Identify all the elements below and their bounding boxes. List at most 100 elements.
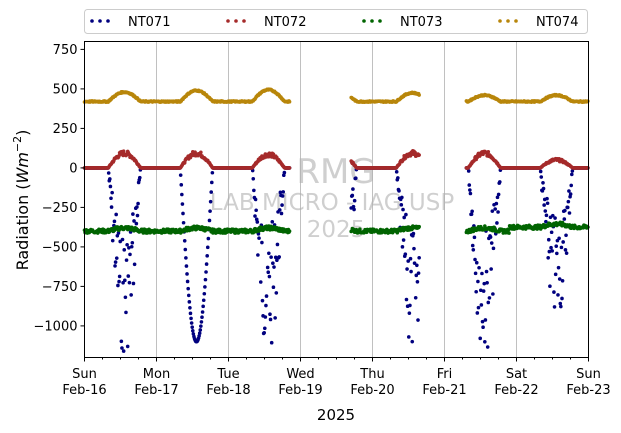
data-point: [472, 235, 477, 240]
data-point: [404, 297, 409, 302]
data-point: [273, 255, 278, 260]
data-point: [260, 298, 265, 303]
data-point: [484, 269, 489, 274]
data-point: [110, 238, 115, 243]
data-point: [117, 274, 122, 279]
data-point: [200, 315, 204, 319]
data-point: [116, 283, 120, 288]
data-point: [550, 213, 555, 218]
data-point: [496, 192, 501, 197]
data-point: [131, 212, 135, 216]
data-point: [203, 277, 208, 282]
data-point: [253, 197, 258, 202]
data-point: [495, 195, 500, 200]
y-axis: 750 500 250 0 −250 −500 −750 −1000: [34, 43, 85, 334]
data-point: [563, 208, 567, 213]
data-point: [411, 231, 416, 236]
data-point: [189, 321, 194, 325]
data-point: [272, 265, 276, 269]
data-point: [268, 312, 272, 317]
data-point: [178, 173, 183, 177]
data-point: [486, 300, 491, 305]
data-point: [198, 328, 203, 332]
data-point: [475, 311, 480, 315]
data-point: [498, 180, 502, 184]
data-point: [410, 339, 415, 344]
data-point: [399, 203, 404, 207]
legend-marker: [98, 19, 102, 23]
data-point: [120, 346, 124, 350]
data-point: [406, 259, 411, 263]
data-point: [180, 202, 185, 206]
data-point: [468, 191, 473, 196]
data-point: [185, 272, 189, 276]
data-point: [186, 286, 190, 291]
data-point: [123, 295, 128, 300]
data-point: [271, 285, 276, 290]
legend: NT071 NT072 NT073 NT074: [84, 9, 588, 34]
data-point: [131, 281, 136, 286]
data-point: [277, 255, 281, 259]
y-tick-label: −500: [42, 240, 78, 255]
y-axis-label-close: ): [13, 130, 32, 136]
data-point: [269, 255, 273, 259]
data-point: [479, 303, 484, 307]
data-point: [256, 232, 261, 236]
data-point: [134, 221, 139, 226]
data-point: [197, 331, 202, 335]
data-point: [188, 311, 193, 316]
data-point: [266, 270, 271, 275]
data-point: [188, 305, 192, 310]
legend-marker: [498, 19, 502, 23]
legend-marker: [90, 19, 94, 23]
data-point: [189, 316, 193, 321]
data-point: [129, 293, 133, 297]
x-tick-label-day: Wed: [286, 367, 314, 382]
data-point: [553, 216, 557, 220]
data-point: [287, 99, 292, 104]
y-tick-label: 250: [53, 122, 78, 137]
data-point: [560, 278, 565, 283]
data-point: [474, 289, 478, 294]
data-point: [204, 270, 208, 274]
data-point: [190, 325, 195, 329]
data-point: [413, 295, 418, 300]
y-axis-label-unit: Wm: [13, 152, 32, 183]
data-point: [130, 240, 135, 245]
data-point: [493, 207, 497, 211]
data-point: [482, 281, 487, 286]
data-point: [559, 304, 563, 309]
data-point: [352, 198, 357, 203]
x-tick-label-day: Tue: [216, 367, 239, 382]
data-point: [106, 171, 111, 175]
data-point: [273, 316, 277, 320]
data-point: [558, 301, 563, 306]
data-point: [477, 265, 481, 270]
data-point: [489, 241, 494, 245]
data-point: [280, 203, 284, 207]
data-point: [110, 190, 114, 195]
data-point: [557, 277, 562, 281]
data-point: [541, 186, 546, 191]
data-point: [124, 310, 128, 315]
data-point: [560, 296, 564, 301]
data-point: [559, 245, 564, 250]
data-point: [412, 246, 416, 251]
data-point: [483, 318, 488, 322]
data-point: [180, 192, 184, 197]
legend-marker: [514, 19, 518, 23]
data-point: [209, 190, 214, 194]
data-point: [413, 150, 417, 155]
grid-lines: [156, 41, 517, 358]
data-point: [546, 255, 550, 260]
watermark-line-1: RMG: [296, 152, 375, 192]
data-point: [287, 166, 292, 170]
data-point: [267, 274, 272, 279]
watermark: RMG LAB MICRO - IAG USP 2025: [210, 152, 455, 243]
data-point: [122, 248, 127, 252]
data-point: [186, 293, 191, 298]
x-tick-label-day: Sat: [506, 367, 527, 382]
data-point: [552, 305, 557, 309]
data-point: [132, 262, 137, 267]
